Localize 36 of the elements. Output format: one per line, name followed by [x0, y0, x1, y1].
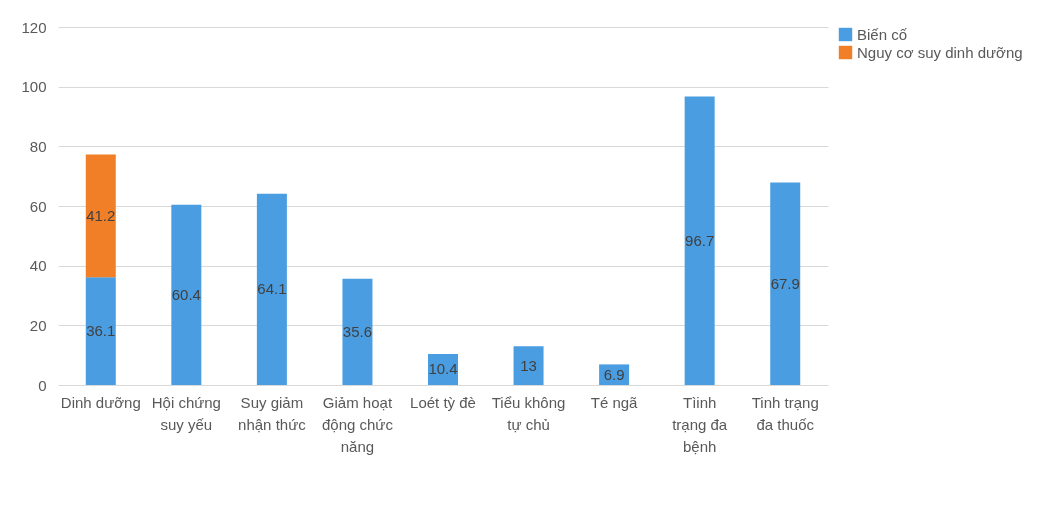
data-label: 60.4	[171, 285, 201, 303]
legend-label: Biến cố	[857, 25, 908, 43]
legend-label: Nguy cơ suy dinh dưỡng	[857, 43, 1023, 61]
x-tick-label: Tinh trạng đa thuốc	[751, 393, 819, 433]
y-tick-label: 40	[29, 257, 47, 275]
y-tick-label: 100	[21, 78, 47, 96]
y-tick-label: 20	[29, 316, 47, 334]
x-tick-label: Tìinh trạng đa bệnh	[672, 393, 728, 455]
x-tick-label: Té ngã	[590, 393, 639, 411]
y-tick-label: 120	[21, 18, 47, 36]
bar	[342, 278, 373, 385]
data-label: 13	[520, 356, 537, 374]
bar	[85, 154, 116, 278]
data-label: 41.2	[86, 206, 116, 224]
y-tick-label: 0	[38, 376, 47, 394]
data-label: 67.9	[770, 274, 800, 292]
data-label: 10.4	[428, 360, 458, 378]
data-label: 36.1	[86, 322, 116, 340]
x-tick-label: Hội chứng suy yếu	[151, 393, 221, 433]
data-label: 64.1	[257, 280, 287, 298]
y-tick-label: 80	[29, 137, 47, 155]
x-tick-label: Tiểu không tự chủ	[491, 393, 566, 433]
x-tick-label: Loét tỳ đè	[410, 393, 476, 411]
bar	[770, 182, 801, 385]
bar	[684, 96, 715, 385]
bar	[171, 204, 202, 385]
y-tick-label: 60	[29, 197, 47, 215]
x-tick-label: Giảm hoạt động chức năng	[321, 393, 394, 455]
x-tick-label: Dinh dưỡng	[60, 393, 141, 411]
data-label: 35.6	[342, 322, 373, 340]
data-label: 96.7	[685, 231, 715, 249]
bar	[256, 193, 287, 385]
bar	[85, 277, 116, 385]
bar	[513, 346, 544, 385]
x-tick-label: Suy giảm nhận thức	[238, 393, 307, 433]
data-label: 6.9	[603, 365, 625, 383]
